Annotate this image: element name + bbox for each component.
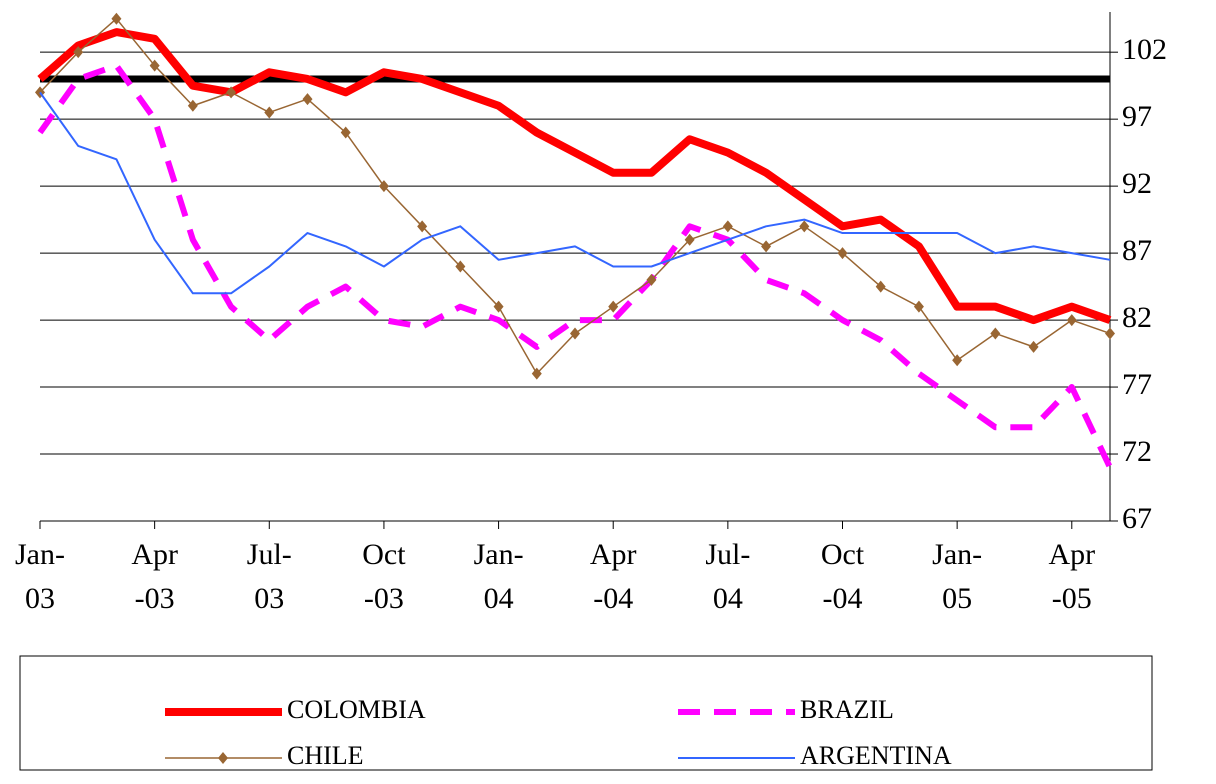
series-marker xyxy=(952,354,963,367)
x-tick-label: 04 xyxy=(713,582,743,615)
series-marker xyxy=(340,126,351,139)
y-tick-label: 77 xyxy=(1122,368,1152,401)
series-marker xyxy=(455,260,466,273)
y-tick-label: 97 xyxy=(1122,100,1152,133)
series-marker xyxy=(799,220,810,233)
series-marker xyxy=(1028,340,1039,353)
series-marker xyxy=(226,86,237,99)
series-marker xyxy=(531,367,542,380)
legend-marker xyxy=(218,752,228,764)
series-marker xyxy=(187,99,198,112)
legend-box xyxy=(19,655,1153,771)
series-marker xyxy=(722,220,733,233)
series-line xyxy=(39,91,1111,295)
x-tick-label: 03 xyxy=(25,582,55,615)
x-tick-label: -03 xyxy=(364,582,404,615)
legend-label: COLOMBIA xyxy=(287,695,426,724)
y-tick-label: 92 xyxy=(1122,167,1152,200)
series-marker xyxy=(608,300,619,313)
series-marker xyxy=(1066,314,1077,327)
y-tick-label: 82 xyxy=(1122,301,1152,334)
series-marker xyxy=(264,106,275,119)
series-marker xyxy=(378,180,389,193)
legend-label: ARGENTINA xyxy=(800,741,952,770)
series-marker xyxy=(990,327,1001,340)
x-tick-label: Apr xyxy=(590,538,637,571)
x-tick-label: Oct xyxy=(362,538,406,571)
x-tick-label: 04 xyxy=(484,582,514,615)
series-marker xyxy=(1105,327,1115,340)
x-tick-label: Jul- xyxy=(247,538,292,571)
series-marker xyxy=(761,240,772,253)
series-marker xyxy=(111,12,122,25)
series-line xyxy=(37,62,1113,469)
series-line xyxy=(37,28,1112,325)
series-marker xyxy=(570,327,580,340)
legend: COLOMBIA BRAZIL CHILE ARGENTINA xyxy=(19,655,1153,771)
x-tick-label: Jan- xyxy=(15,538,65,571)
x-tick-label: Oct xyxy=(821,538,865,571)
x-tick-label: Jan- xyxy=(474,538,524,571)
x-tick-label: 05 xyxy=(942,582,972,615)
series-marker xyxy=(684,233,695,246)
legend-label: BRAZIL xyxy=(800,695,894,724)
series-marker xyxy=(149,59,160,72)
series-marker xyxy=(493,300,504,313)
series-marker xyxy=(646,273,657,286)
x-tick-label: Jan- xyxy=(932,538,982,571)
series-marker xyxy=(73,46,84,59)
y-tick-label: 72 xyxy=(1122,435,1152,468)
x-tick-label: -04 xyxy=(593,582,633,615)
series-marker xyxy=(913,300,924,313)
x-tick-label: -03 xyxy=(135,582,175,615)
x-tick-label: 03 xyxy=(254,582,284,615)
x-tick-label: Jul- xyxy=(705,538,750,571)
x-tick-label: -05 xyxy=(1052,582,1092,615)
y-tick-label: 67 xyxy=(1122,502,1152,535)
x-tick-label: -04 xyxy=(823,582,863,615)
series-marker xyxy=(837,247,848,260)
x-tick-label: Apr xyxy=(1048,538,1095,571)
legend-label: CHILE xyxy=(287,741,364,770)
series-marker xyxy=(875,280,886,293)
series-marker xyxy=(302,93,313,106)
series-marker xyxy=(417,220,428,233)
x-tick-label: Apr xyxy=(131,538,178,571)
y-tick-label: 87 xyxy=(1122,234,1152,267)
y-tick-label: 102 xyxy=(1122,33,1167,66)
